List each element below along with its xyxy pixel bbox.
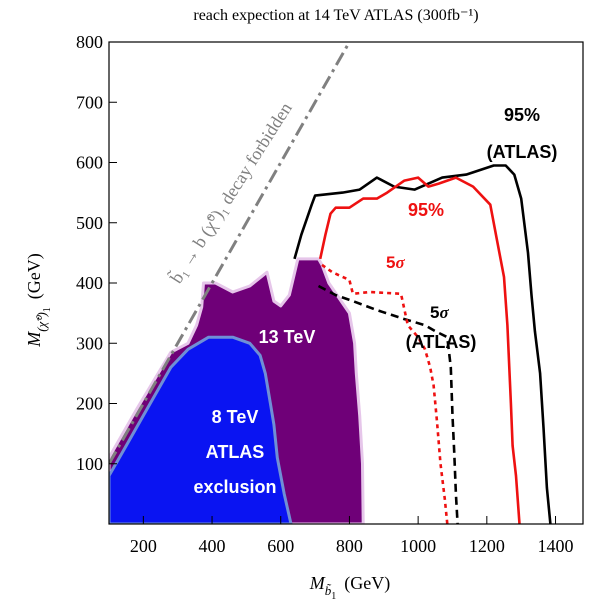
- label-8tev: 8 TeV: [212, 407, 259, 427]
- label-our-5sigma-number: 5: [386, 253, 395, 272]
- x-tick-label: 800: [336, 536, 363, 556]
- label-13tev: 13 TeV: [259, 327, 316, 347]
- y-axis-title-symbol: M: [24, 331, 44, 348]
- x-axis-title-subscript: b̃: [325, 583, 332, 598]
- y-axis-title-unit: (GeV): [24, 253, 45, 299]
- label-decay-forbidden: b̃₁ → b (χ̃⁰)₁ decay forbidden: [164, 98, 297, 288]
- label-exclusion: exclusion: [193, 477, 276, 497]
- label-atlas-5sigma: 5σ: [430, 303, 449, 322]
- chart-title: reach expection at 14 TeV ATLAS (300fb⁻¹…: [193, 7, 478, 24]
- y-tick-label: 700: [76, 92, 103, 112]
- x-axis-title-subsubscript: 1: [331, 591, 336, 602]
- line-our-5sigma: [321, 263, 449, 524]
- x-tick-label: 400: [199, 536, 226, 556]
- y-axis-title: M(χ̃⁰)1 (GeV): [24, 253, 53, 348]
- x-tick-label: 600: [267, 536, 294, 556]
- y-tick-label: 300: [76, 333, 103, 353]
- label-our-5sigma: 5σ: [386, 253, 405, 272]
- x-tick-label: 200: [130, 536, 157, 556]
- label-our-5sigma-symbol: σ: [395, 253, 405, 272]
- label-atlas-95-percent: 95%: [504, 105, 540, 125]
- y-tick-label: 400: [76, 273, 103, 293]
- label-atlas: ATLAS: [206, 442, 265, 462]
- y-tick-label: 800: [76, 32, 103, 52]
- label-our-95-percent: 95%: [408, 200, 444, 220]
- x-tick-label: 1000: [400, 536, 436, 556]
- y-tick-label: 600: [76, 153, 103, 173]
- y-axis-title-subsubscript: 1: [42, 307, 53, 312]
- y-tick-label: 500: [76, 213, 103, 233]
- x-tick-label: 1200: [469, 536, 505, 556]
- area-8tev-atlas-exclusion: [109, 335, 293, 524]
- label-atlas-95-source: (ATLAS): [487, 142, 558, 162]
- label-atlas-5sigma-source: (ATLAS): [406, 332, 477, 352]
- y-tick-label: 200: [76, 394, 103, 414]
- label-atlas-5sigma-symbol: σ: [439, 303, 449, 322]
- y-axis: 100 200 300 400 500 600 700 800: [76, 32, 117, 474]
- x-axis-title: Mb̃1 (GeV): [309, 573, 390, 602]
- line-decay-forbidden: [109, 42, 352, 465]
- line-our-95: [318, 176, 521, 524]
- line-atlas-95: [293, 164, 552, 524]
- line-atlas-5sigma: [317, 284, 459, 524]
- x-axis-title-unit: (GeV): [344, 573, 390, 594]
- x-tick-label: 1400: [538, 536, 574, 556]
- label-atlas-5sigma-number: 5: [430, 303, 439, 322]
- y-tick-label: 100: [76, 454, 103, 474]
- x-axis-title-symbol: M: [309, 573, 326, 593]
- y-axis-title-subscript: (χ̃⁰): [34, 312, 49, 332]
- x-axis: 200 400 600 800 1000 1200 1400: [130, 516, 574, 556]
